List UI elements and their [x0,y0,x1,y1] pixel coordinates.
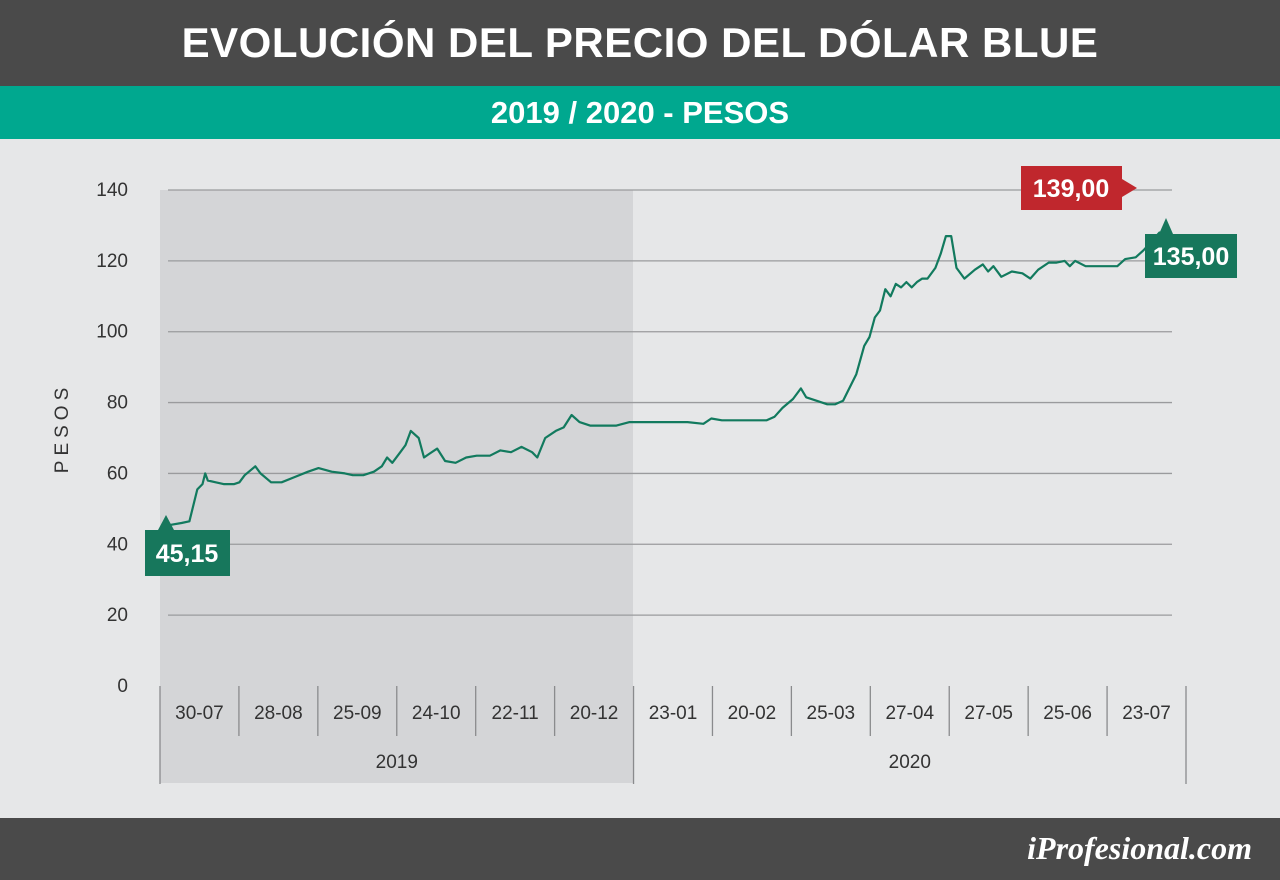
callout-box [145,530,230,576]
y-tick-label: 80 [107,393,128,414]
title-bar: EVOLUCIÓN DEL PRECIO DEL DÓLAR BLUE [0,0,1280,86]
x-axis-layer: 30-07 28-08 25-09 24-10 22-11 20-12 23-01 20-02… [159,686,1187,784]
y-tick-label: 120 [96,251,128,272]
callout-135-00: 135,00 [1145,218,1237,278]
band-2019 [160,190,633,783]
y-tick-layer: 0 20 40 60 80 100 120 140 [96,180,128,697]
callout-139-00: 139,00 [1021,166,1137,210]
y-axis-title: PESOS [52,383,73,473]
x-tick-label: 30-07 [175,703,224,724]
x-tick-label: 20-12 [570,703,619,724]
callout-arrow [158,515,174,530]
x-tick-label: 28-08 [254,703,303,724]
chart-area: 0 20 40 60 80 100 120 140 PESOS 30-07 28-08 25-09… [52,166,1237,784]
x-tick-label: 27-05 [964,703,1013,724]
y-tick-label: 20 [107,605,128,626]
grid-layer [168,189,1172,616]
footer-bar: iProfesional.com [0,818,1280,880]
callout-45-15: 45,15 [145,515,230,576]
x-tick-label: 25-03 [807,703,856,724]
y-tick-label: 140 [96,180,128,201]
callout-box [1145,234,1237,278]
x-tick-label: 23-07 [1122,703,1171,724]
year-group-label-2020: 2020 [889,752,931,773]
chart-subtitle: 2019 / 2020 - PESOS [490,94,790,130]
callout-arrow [1159,218,1173,234]
callout-arrow [1122,179,1137,197]
callout-box [1021,166,1122,210]
chart-title: EVOLUCIÓN DEL PRECIO DEL DÓLAR BLUE [181,19,1099,66]
y-tick-label: 100 [96,322,128,343]
x-tick-label: 20-02 [728,703,777,724]
subtitle-bar: 2019 / 2020 - PESOS [0,86,1280,139]
x-tick-label: 24-10 [412,703,461,724]
y-tick-label: 60 [107,463,128,484]
x-tick-label: 27-04 [885,703,934,724]
y-tick-label: 0 [117,676,128,697]
year-group-label-2019: 2019 [376,752,418,773]
callout-label: 139,00 [1033,175,1109,203]
x-tick-label: 25-06 [1043,703,1092,724]
x-tick-label: 23-01 [649,703,698,724]
y-tick-label: 40 [107,534,128,555]
x-tick-label: 22-11 [492,703,539,724]
callout-label: 135,00 [1153,243,1229,271]
series-line [162,231,1171,528]
callout-label: 45,15 [156,540,219,568]
annotation-layer: 45,15 139,00 135,00 [145,166,1237,576]
brand-logo: iProfesional.com [1027,830,1252,866]
band-2019-layer [160,190,633,783]
x-tick-label: 25-09 [333,703,382,724]
